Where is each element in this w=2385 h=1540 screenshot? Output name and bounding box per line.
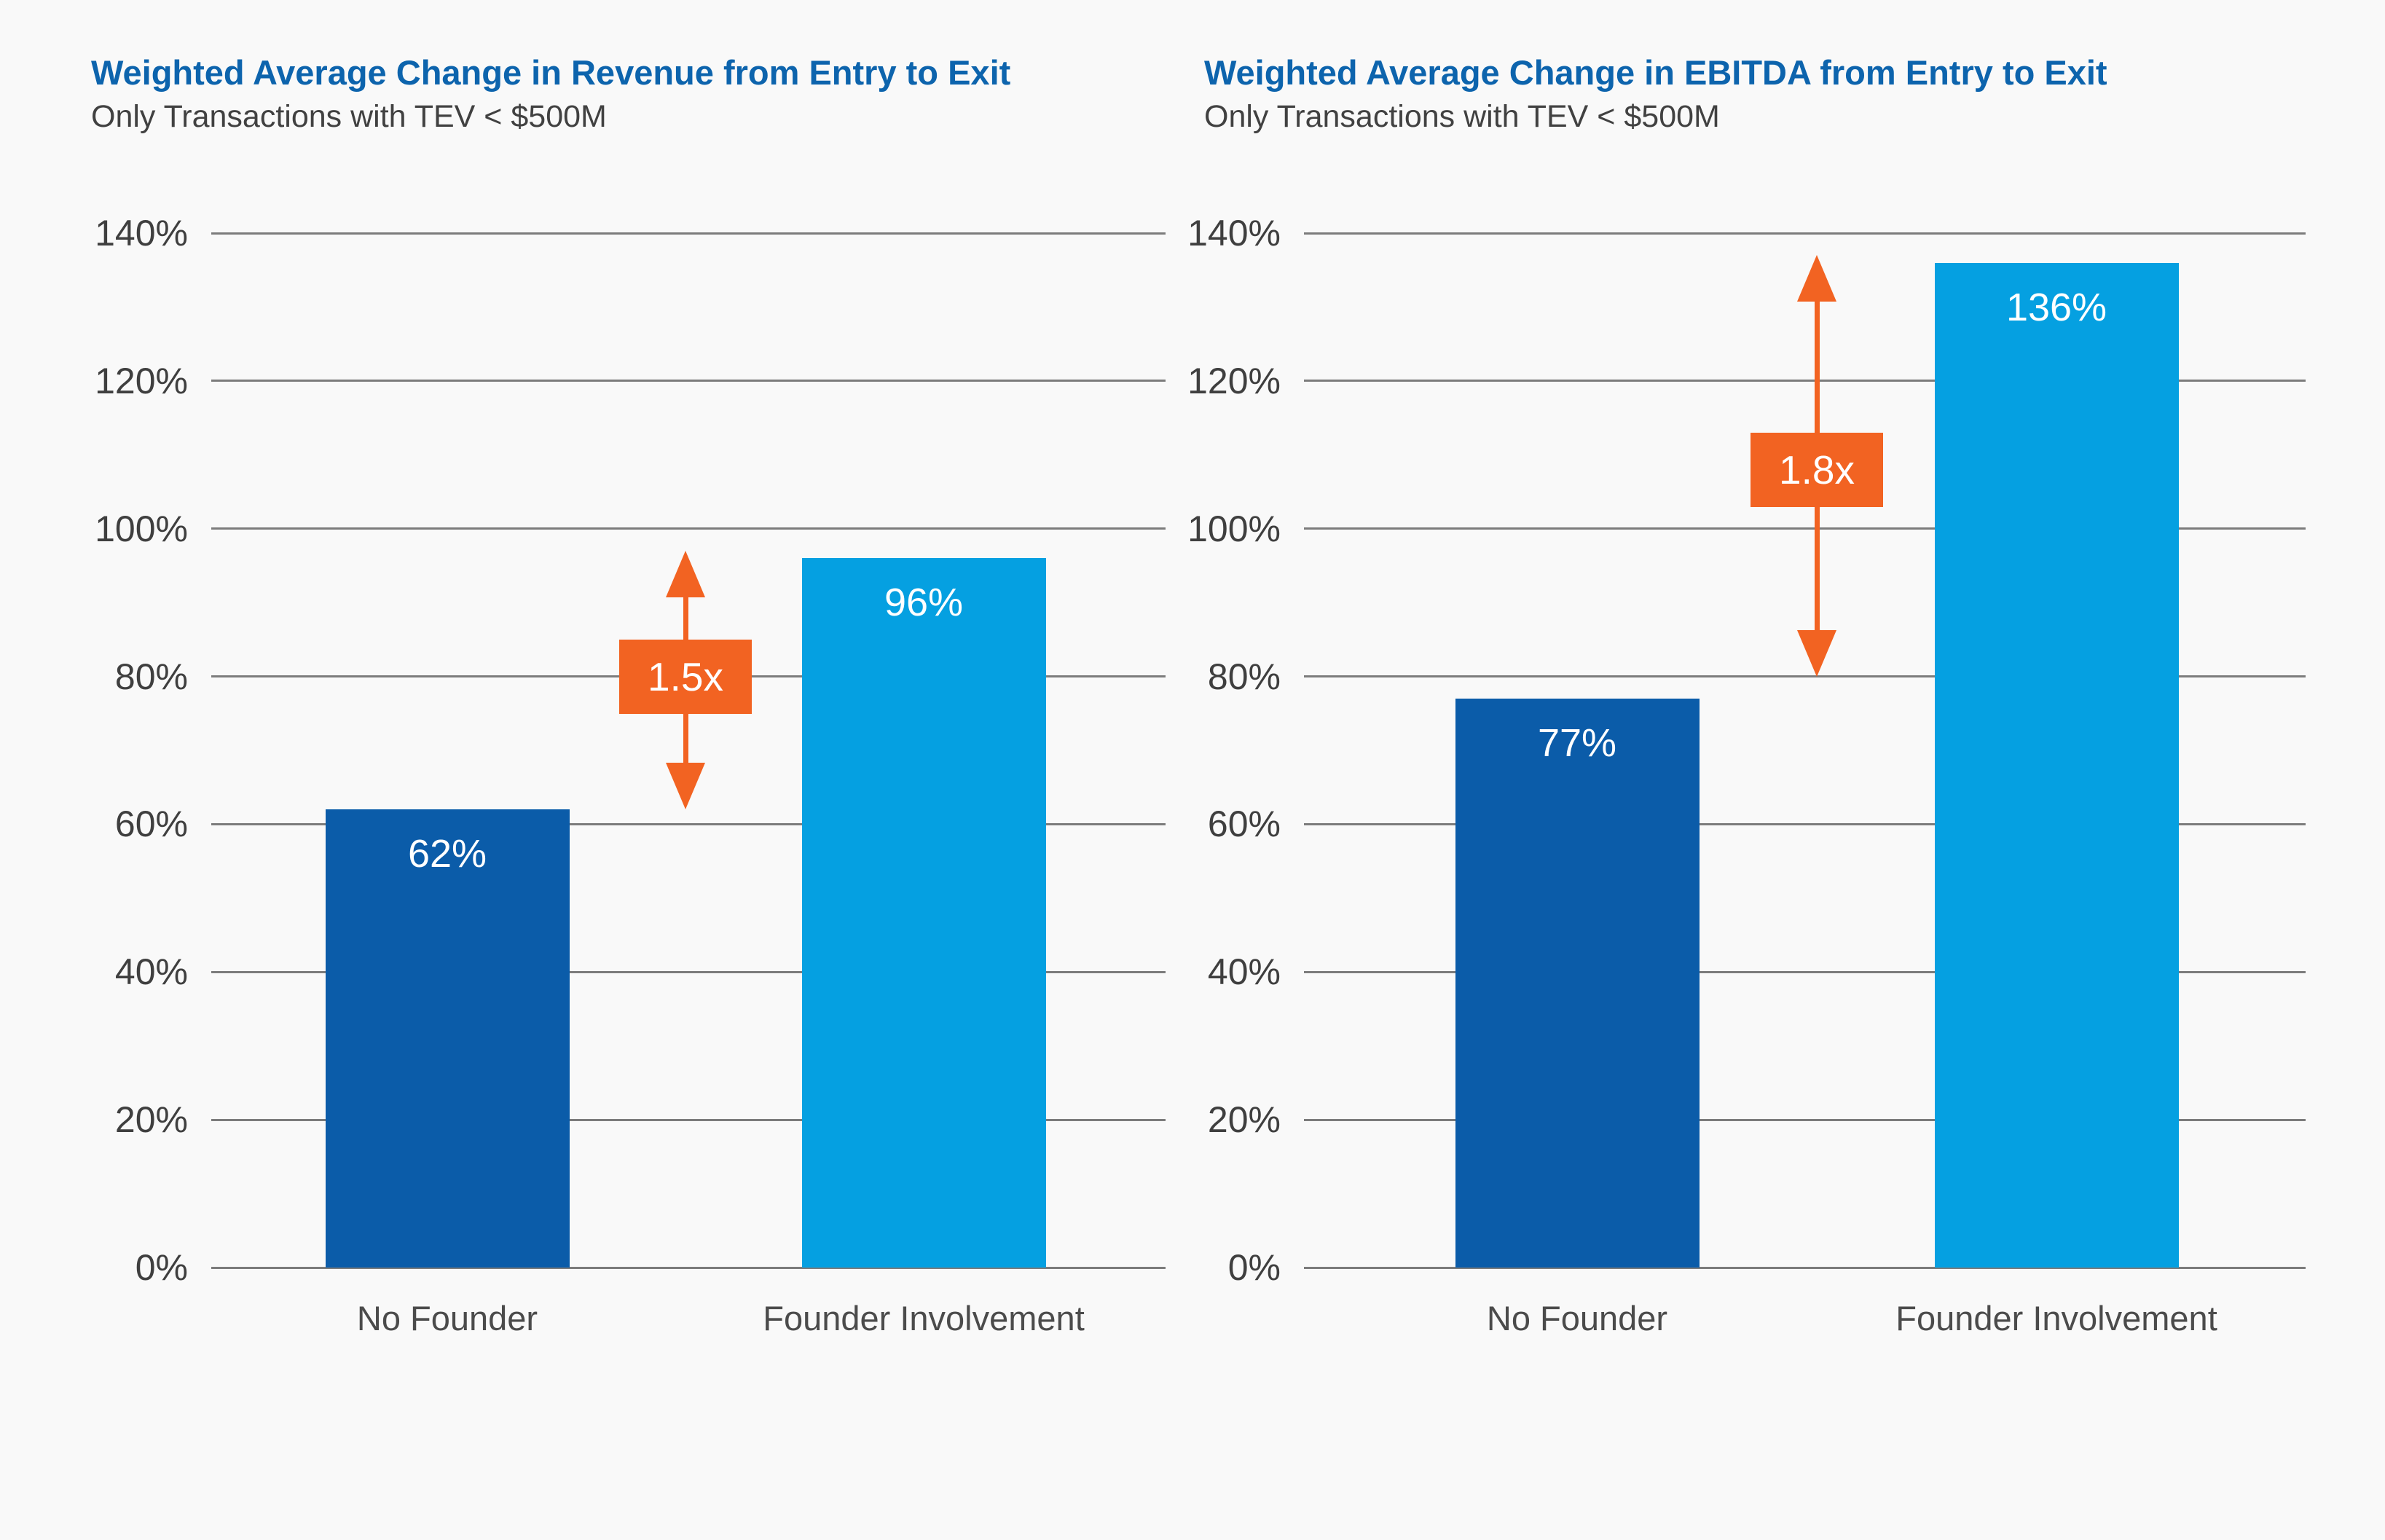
bar-no-founder	[1455, 699, 1700, 1268]
bar-value-label: 136%	[2005, 285, 2107, 329]
plot-area: 0% 20% 40% 60% 80% 100% 120% 140% 77% No Founder 1…	[1187, 0, 2385, 1540]
gridline	[211, 970, 1166, 973]
x-axis-label: Founder Involvement	[1895, 1299, 2217, 1337]
chart-title: Weighted Average Change in EBITDA from E…	[1204, 53, 2107, 92]
y-tick-label: 80%	[114, 656, 188, 697]
y-tick-label: 0%	[135, 1247, 188, 1288]
arrow-down-icon	[666, 763, 705, 810]
gridline	[1304, 232, 2306, 235]
revenue-chart-panel: Weighted Average Change in Revenue from …	[0, 0, 1192, 1540]
gridline	[211, 380, 1166, 382]
multiplier-badge: 1.8x	[1751, 432, 1883, 507]
y-tick-label: 40%	[1207, 951, 1281, 993]
gridline	[211, 1118, 1166, 1121]
bar-founder-involvement	[1934, 262, 2179, 1268]
chart-subtitle: Only Transactions with TEV < $500M	[1204, 99, 1720, 134]
bar-value-label: 62%	[407, 832, 487, 876]
plot-area: 0% 20% 40% 60% 80% 100% 120% 140% 62% No Founder 9…	[0, 0, 1192, 1540]
y-tick-label: 120%	[95, 360, 188, 401]
x-axis-label: Founder Involvement	[763, 1299, 1085, 1337]
multiplier-badge: 1.5x	[619, 639, 752, 714]
y-tick-label: 100%	[1187, 508, 1281, 549]
x-axis-label: No Founder	[356, 1299, 538, 1337]
y-tick-label: 20%	[114, 1099, 188, 1141]
chart-title: Weighted Average Change in Revenue from …	[91, 53, 1011, 92]
bar-value-label: 77%	[1537, 721, 1617, 765]
gridline	[1304, 822, 2306, 825]
ebitda-chart-panel: Weighted Average Change in EBITDA from E…	[1187, 0, 2385, 1540]
bar-no-founder	[325, 809, 570, 1268]
bar-value-label: 96%	[884, 581, 964, 625]
bar-founder-involvement	[801, 558, 1046, 1268]
arrow-down-icon	[1797, 629, 1836, 677]
y-tick-label: 60%	[114, 804, 188, 845]
gridline	[1304, 675, 2306, 678]
gridline	[1304, 1118, 2306, 1121]
gridline	[211, 527, 1166, 530]
y-tick-label: 140%	[95, 213, 188, 254]
y-tick-label: 120%	[1187, 360, 1281, 401]
gridline	[211, 822, 1166, 825]
y-tick-label: 20%	[1207, 1099, 1281, 1141]
arrow-up-icon	[1797, 255, 1836, 302]
y-tick-label: 40%	[114, 951, 188, 993]
arrow-up-icon	[666, 551, 705, 598]
gridline	[1304, 380, 2306, 382]
gridline	[1304, 970, 2306, 973]
gridline	[211, 232, 1166, 235]
x-axis-label: No Founder	[1486, 1299, 1668, 1337]
gridline	[1304, 1266, 2306, 1269]
gridline	[211, 1266, 1166, 1269]
y-tick-label: 60%	[1207, 804, 1281, 845]
y-tick-label: 100%	[95, 508, 188, 549]
y-tick-label: 80%	[1207, 656, 1281, 697]
gridline	[1304, 527, 2306, 530]
chart-subtitle: Only Transactions with TEV < $500M	[91, 99, 607, 134]
y-tick-label: 140%	[1187, 213, 1281, 254]
y-tick-label: 0%	[1227, 1247, 1281, 1288]
